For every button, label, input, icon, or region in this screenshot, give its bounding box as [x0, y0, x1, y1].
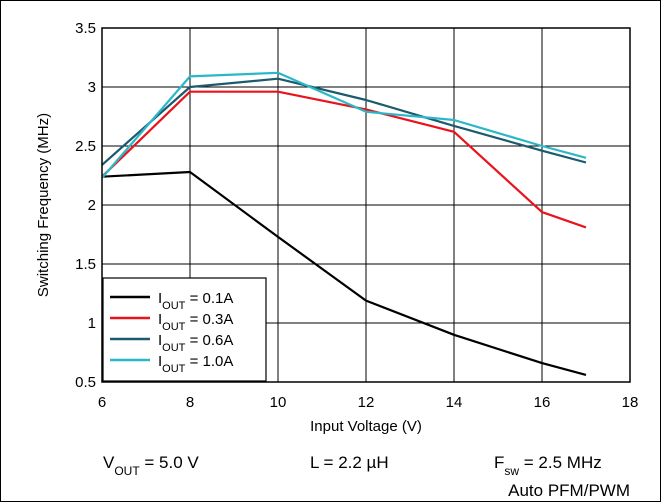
series-line-1 — [101, 90, 587, 229]
y-tick-label: 1 — [88, 315, 96, 332]
x-axis-title: Input Voltage (V) — [310, 418, 422, 435]
y-tick-label: 2 — [88, 197, 96, 214]
legend-label-0: IOUT = 0.1A — [158, 290, 233, 312]
mode-annotation: Auto PFM/PWM — [508, 481, 630, 500]
y-tick-label: 3 — [88, 79, 96, 96]
series-line-3 — [101, 71, 587, 179]
plot-frame — [101, 27, 631, 383]
inductor-annotation: L = 2.2 µH — [310, 453, 389, 472]
series-line-0 — [101, 170, 587, 376]
legend-label-2: IOUT = 0.6A — [158, 332, 233, 354]
x-tick-labels: 6 8 10 12 14 16 18 — [98, 394, 639, 411]
y-tick-label: 2.5 — [75, 138, 96, 155]
x-tick-label: 12 — [358, 394, 375, 411]
y-tick-label: 3.5 — [75, 20, 96, 37]
y-axis-title: Switching Frequency (MHz) — [35, 113, 52, 297]
series-line-2 — [101, 77, 587, 166]
legend-label-3: IOUT = 1.0A — [158, 353, 233, 375]
fsw-annotation: Fsw = 2.5 MHz — [494, 453, 602, 478]
y-tick-labels: 0.5 1 1.5 2 2.5 3 3.5 — [75, 20, 96, 391]
legend-box — [102, 277, 267, 382]
y-tick-label: 1.5 — [75, 256, 96, 273]
legend-label-1: IOUT = 0.3A — [158, 311, 233, 333]
x-tick-label: 14 — [446, 394, 463, 411]
x-tick-label: 18 — [622, 394, 639, 411]
y-tick-label: 0.5 — [75, 374, 96, 391]
vout-annotation: VOUT = 5.0 V — [103, 453, 199, 478]
x-tick-label: 16 — [534, 394, 551, 411]
x-tick-label: 6 — [98, 394, 106, 411]
series-layer — [101, 71, 587, 376]
x-tick-label: 10 — [270, 394, 287, 411]
x-tick-label: 8 — [186, 394, 194, 411]
